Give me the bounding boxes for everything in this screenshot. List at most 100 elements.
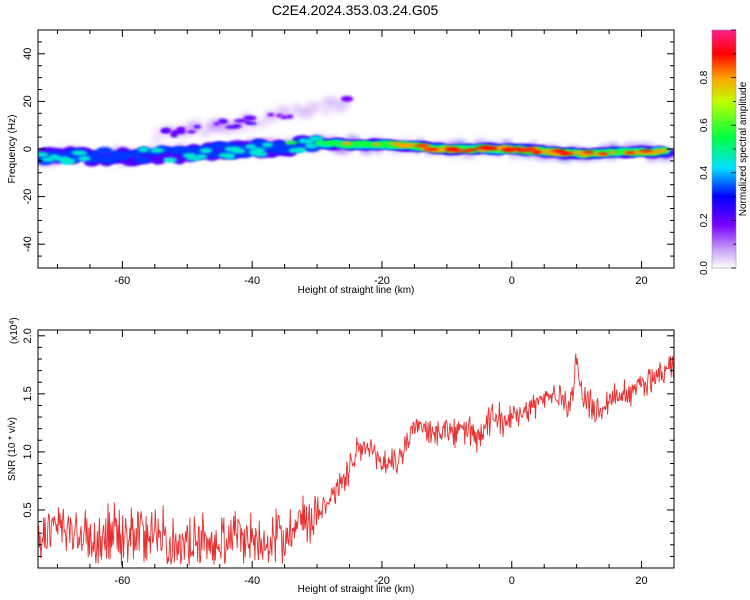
spectrogram-blob — [213, 122, 220, 126]
spectrogram-blob — [296, 147, 307, 153]
spectrogram-blob — [517, 149, 533, 153]
spectrogram-panel: -60 -40 -20 0 20 40 20 0 -20 -40 Height of straig… — [7, 29, 675, 296]
spectrogram-blob — [523, 147, 537, 151]
spectrogram-blob — [163, 157, 178, 163]
spectrogram-blob — [486, 147, 498, 150]
colorbar: 0.0 0.2 0.4 0.6 0.8 Normalized spectral ampl… — [699, 29, 749, 275]
x-tick-label: 20 — [635, 275, 647, 287]
y-tick-label: 0.5 — [22, 502, 34, 517]
snr-plot-area — [38, 353, 674, 566]
colorbar-label: Normalized spectral amplitude — [738, 81, 749, 216]
spectrogram-blob — [207, 151, 220, 159]
y-tick-label: 20 — [22, 95, 34, 107]
spectrogram-blob — [308, 136, 325, 142]
spectrogram-halo — [315, 102, 324, 111]
spectrogram-blob — [38, 151, 49, 158]
y-tick-label: 0 — [22, 146, 34, 152]
spectrogram-halo — [150, 136, 165, 143]
spectrogram-blob — [187, 130, 197, 134]
spectrogram-blob — [103, 156, 117, 164]
spectrogram-blob — [243, 115, 257, 121]
spectrogram-blob — [134, 156, 151, 164]
y-tick-label: 1.0 — [22, 444, 34, 459]
x-tick-label: 20 — [635, 575, 647, 587]
spectrogram-blob — [625, 151, 636, 154]
spectrogram-blob — [217, 118, 229, 124]
spectrogram-blob — [305, 143, 318, 149]
snr-panel: -60 -40 -20 0 20 0.5 1.0 1.5 2.0 Height of strai… — [7, 317, 675, 595]
snr-y-scale-base: (x10 — [9, 324, 20, 344]
y-tick-label: 1.5 — [22, 386, 34, 401]
spectrogram-blob — [314, 140, 325, 145]
colorbar-ticks: 0.0 0.2 0.4 0.6 0.8 — [699, 29, 736, 275]
snr-y-scale-label: (x104) — [9, 317, 21, 344]
spectrogram-blob — [285, 140, 298, 145]
colorbar-gradient — [712, 30, 736, 268]
spectrogram-blob — [340, 95, 354, 102]
x-tick-label: -40 — [244, 275, 260, 287]
y-tick-label: -20 — [22, 189, 34, 205]
snr-y-axis-label: SNR (10 * v/v) — [7, 417, 18, 481]
spectrogram-blob — [170, 133, 178, 138]
spectrogram-blob — [225, 125, 238, 129]
spectrogram-blob — [372, 142, 381, 146]
spectrogram-blob — [533, 151, 542, 154]
spectrogram-blob — [233, 118, 247, 123]
snr-series-line — [38, 353, 674, 566]
spectrogram-blob — [654, 148, 670, 153]
spectrogram-blob — [560, 152, 574, 155]
snr-x-axis-label: Height of straight line (km) — [298, 584, 415, 595]
spectrogram-blob — [251, 147, 266, 153]
colorbar-tick-label: 0.4 — [699, 165, 710, 179]
spectrogram-blob — [96, 147, 113, 154]
x-tick-label: 0 — [509, 575, 515, 587]
spectrogram-blob — [341, 141, 353, 145]
y-tick-label: 2.0 — [22, 328, 34, 343]
x-tick-label: -20 — [374, 275, 390, 287]
spectrogram-blob — [71, 150, 88, 156]
spectrogram-blob — [196, 154, 208, 160]
spectrogram-blob — [582, 150, 595, 154]
spectrogram-blob — [467, 148, 480, 151]
spectrogram-blob — [77, 155, 91, 162]
spectrogram-blob — [555, 150, 566, 153]
spectrogram-blob — [286, 114, 294, 119]
colorbar-tick-label: 0.8 — [699, 70, 710, 84]
spectrogram-blob — [225, 154, 235, 160]
spectrogram-blob — [137, 147, 150, 153]
snr-y-scale-exponent: 4 — [9, 321, 16, 325]
y-tick-label: 40 — [22, 48, 34, 60]
spectrogram-blob — [598, 152, 609, 155]
spectrogram-blob — [423, 148, 439, 151]
spectrogram-blob — [150, 147, 165, 153]
spectrogram-image — [38, 95, 674, 167]
x-tick-label: -20 — [374, 575, 390, 587]
page-title: C2E4.2024.353.03.24.G05 — [271, 2, 439, 18]
spectrogram-blob — [160, 129, 170, 134]
spectrogram-blob — [609, 150, 618, 154]
spectrogram-blob — [415, 144, 429, 147]
spectrogram-halo — [280, 107, 289, 116]
spectrogram-blob — [253, 151, 268, 157]
snr-y-scale-close: ) — [9, 317, 20, 320]
spectrogram-blob — [231, 148, 246, 154]
spectrogram-blob — [245, 144, 256, 150]
spectrogram-blob — [193, 125, 202, 129]
snr-frame — [37, 329, 675, 569]
spectrogram-blob — [267, 113, 275, 117]
spectrogram-blob — [176, 128, 185, 132]
x-tick-label: -60 — [114, 275, 130, 287]
spectrogram-x-axis-label: Height of straight line (km) — [298, 285, 415, 296]
spectrogram-y-axis-label: Frequency (Hz) — [7, 115, 18, 184]
snr-ticks: -60 -40 -20 0 20 0.5 1.0 1.5 2.0 — [22, 328, 675, 587]
colorbar-tick-label: 0.6 — [699, 118, 710, 132]
spectrogram-blob — [453, 149, 464, 152]
spectrogram-blob — [404, 143, 419, 147]
x-tick-label: -40 — [244, 575, 260, 587]
spectrogram-blob — [280, 115, 288, 120]
spectrogram-blob — [261, 142, 274, 148]
spectrogram-blob — [199, 148, 213, 154]
y-tick-label: -40 — [22, 236, 34, 252]
spectrogram-blob — [61, 158, 77, 164]
